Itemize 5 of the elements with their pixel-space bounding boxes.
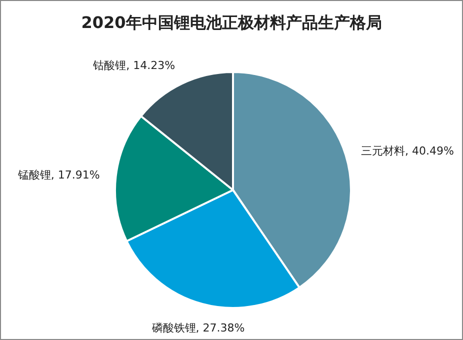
- slice-label: 锰酸锂, 17.91%: [16, 168, 100, 182]
- slice-label: 钴酸锂, 14.23%: [92, 59, 176, 72]
- chart-title: 2020年中国锂电池正极材料产品生产格局: [81, 13, 382, 32]
- slice-label: 三元材料, 40.49%: [361, 144, 454, 158]
- slice-label: 磷酸铁锂, 27.38%: [150, 321, 245, 334]
